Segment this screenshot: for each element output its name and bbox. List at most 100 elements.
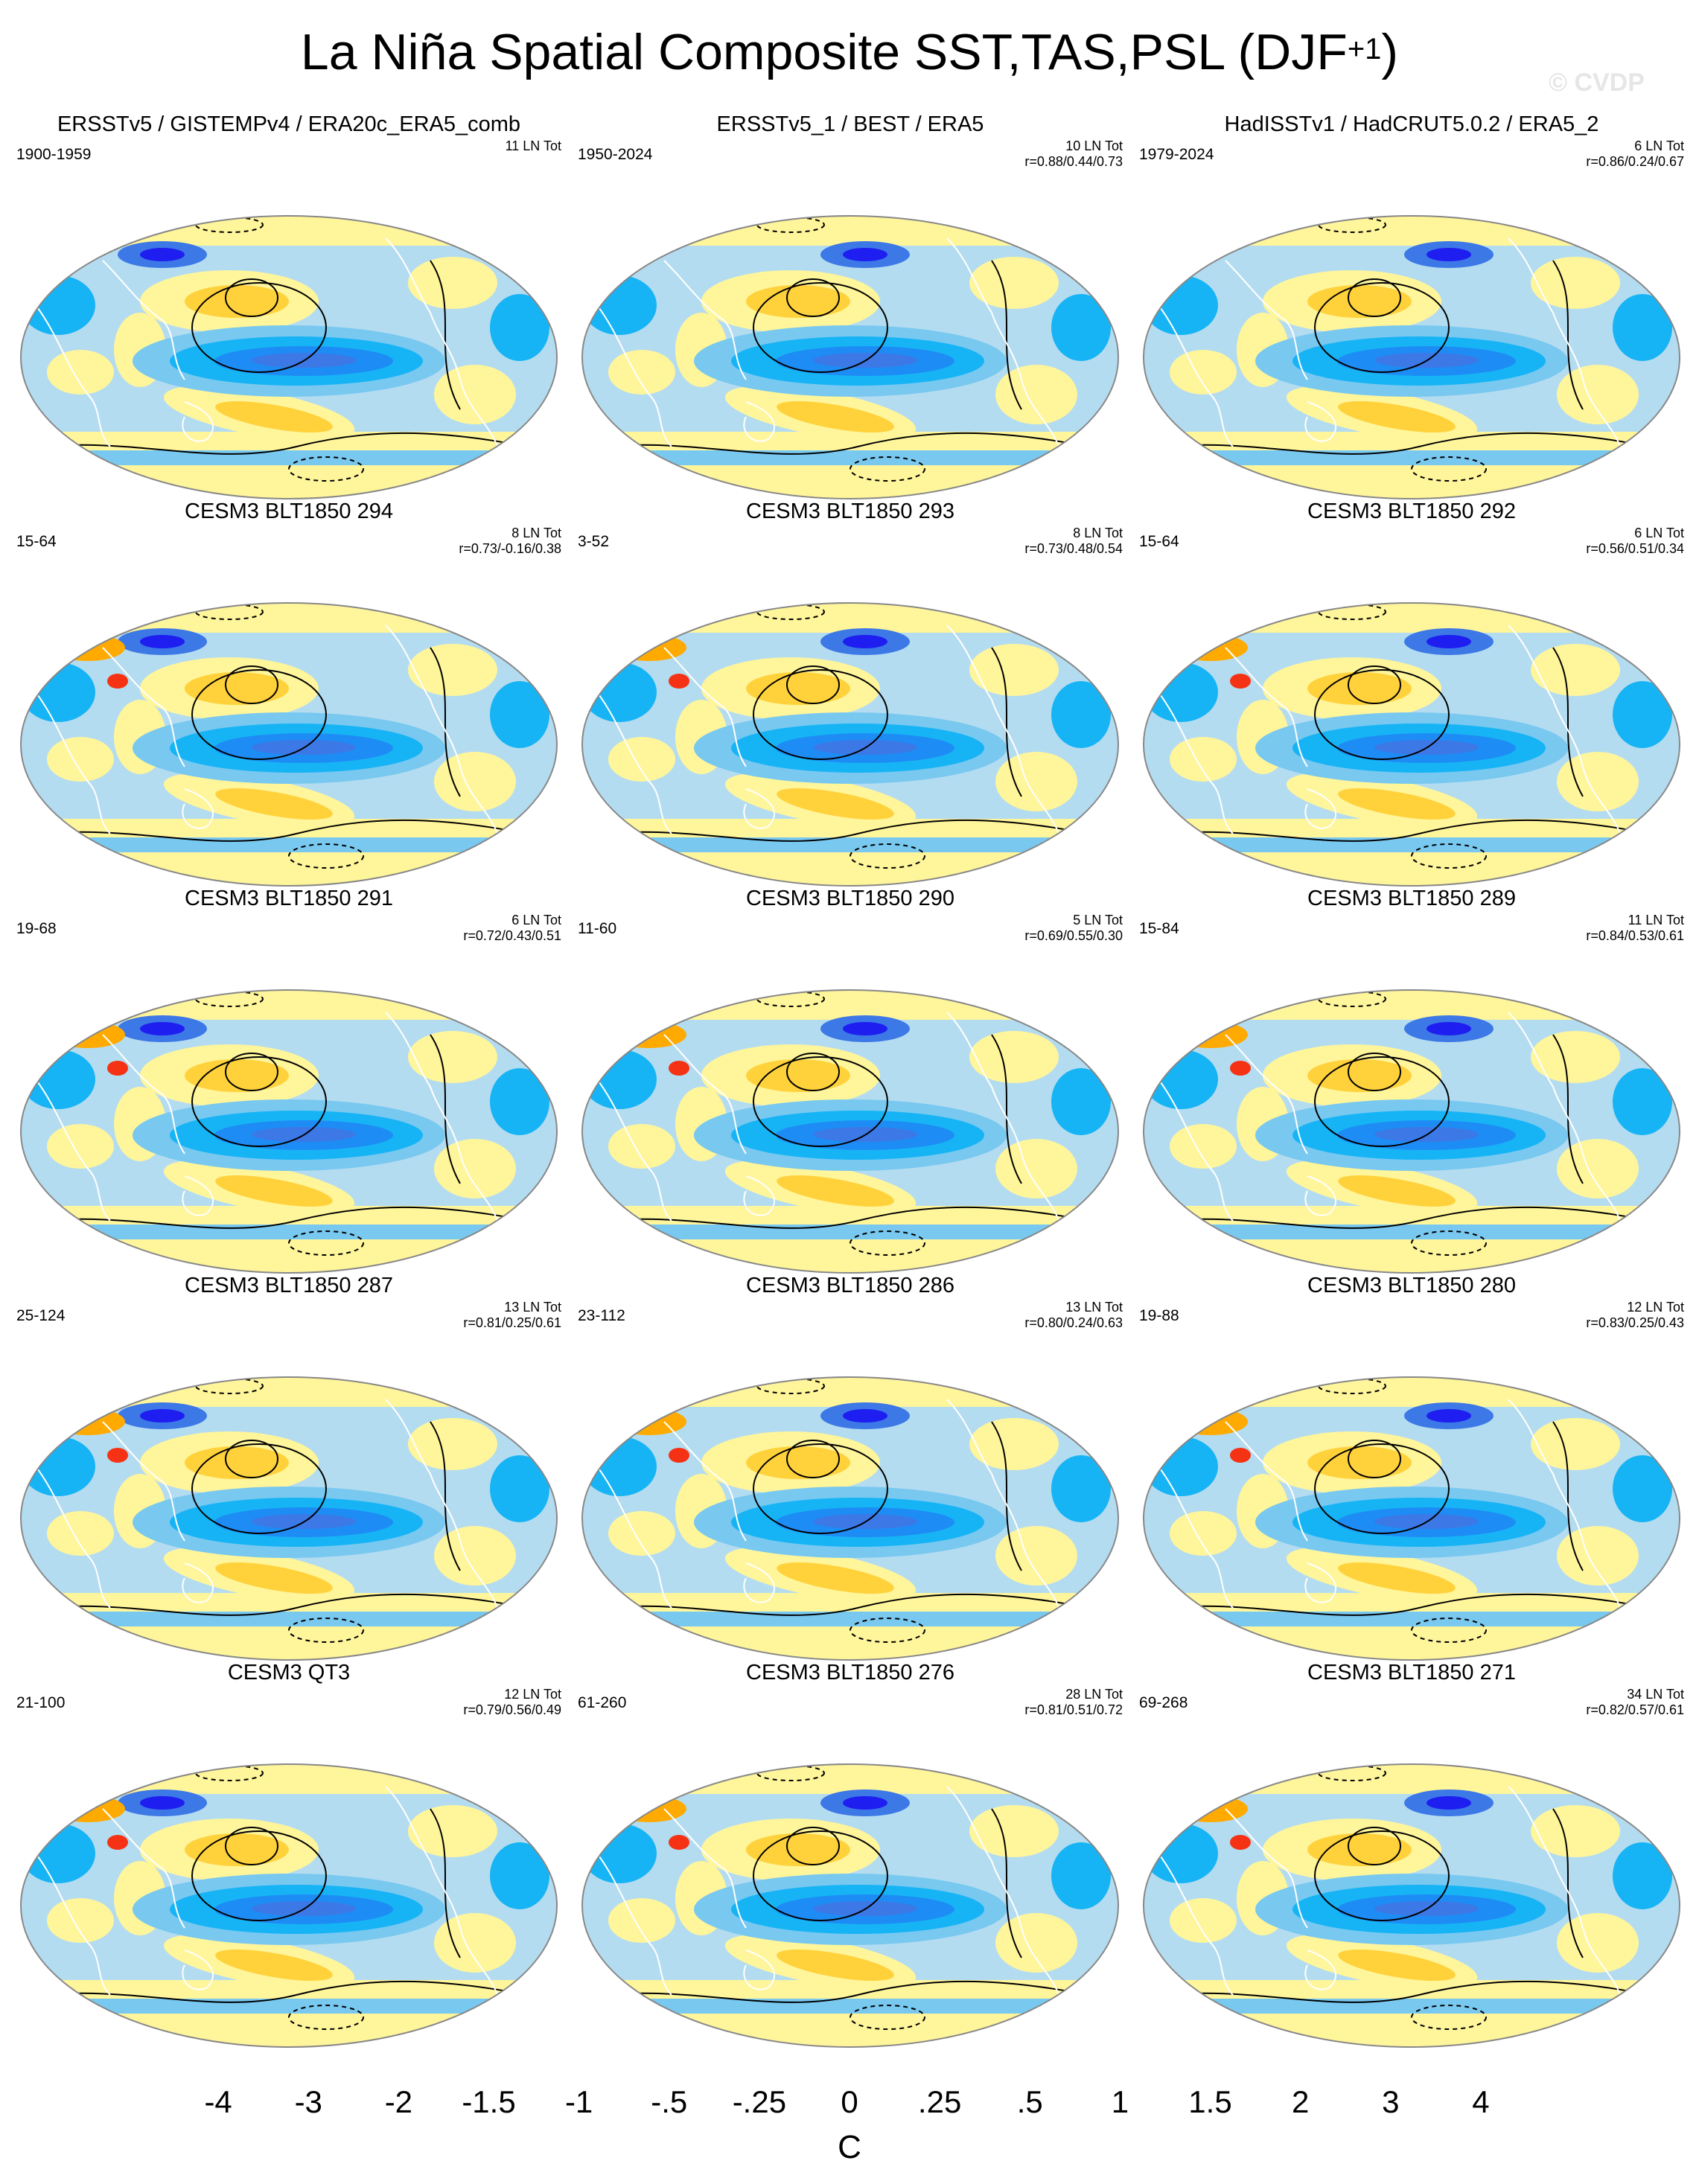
southern-cool-band [21,1612,557,1626]
globe-outline [1143,989,1680,1274]
atlantic-warm [1531,1031,1620,1083]
map-panel: CESM3 BLT1850 289 15-84 11 LN Tot r=0.84/0.… [1136,886,1687,1295]
atlantic-warm [969,1031,1059,1083]
south-atlantic-warm [434,365,516,424]
map-panel: CESM3 BLT1850 276 61-260 28 LN Tot r=0.81/0… [575,1660,1126,2069]
warm-hotspot [51,1795,125,1822]
panel-title: ERSSTv5_1 / BEST / ERA5 [716,112,984,136]
south-pacific-warm-core [777,1562,894,1594]
arctic-warm [21,216,557,246]
warm-hotspot-core [669,1061,689,1076]
coastline-australia [743,1950,776,1990]
south-pacific-warm-core [1338,788,1456,820]
indian-ocean-warm [1170,1511,1237,1556]
land-cold-east [1613,1068,1672,1135]
psl-contour-atlantic [991,1034,1022,1184]
psl-contour-atlantic [991,260,1022,410]
psl-contour-dashed [1411,1618,1487,1643]
colorbar-tick-label: -.25 [732,2084,787,2119]
map-panel: HadISSTv1 / HadCRUT5.0.2 / ERA5_2 1979-20… [1136,112,1687,521]
north-pacific-warm-core [746,672,850,705]
north-pacific-warm-core [746,1833,850,1866]
coastline-africa [35,1079,111,1222]
colorbar-tick-label: 0 [841,2084,858,2119]
southern-cool-band [21,450,557,465]
south-pacific-warm-core [1338,1175,1456,1207]
panel-stats: 6 LN Tot r=0.86/0.24/0.67 [1586,138,1684,170]
colorbar-tick-label: 1.5 [1188,2084,1232,2119]
panel-years: 69-268 [1139,1694,1188,1711]
globe-map [581,1763,1119,2048]
coastline-americas [946,237,1059,447]
psl-contour-dashed [850,1618,925,1643]
psl-contour-dashed [288,2005,364,2030]
arctic-warm [21,603,557,633]
globe-map [20,1763,558,2048]
land-cold-east [1051,681,1111,748]
north-pacific-warm-core [185,1059,289,1092]
map-panel: ERSSTv5 / GISTEMPv4 / ERA20c_ERA5_comb 19… [13,112,564,521]
map-field [582,603,1118,886]
map-field [1144,990,1680,1273]
psl-contour-inner [1348,665,1401,704]
psl-contour-south [1144,819,1680,842]
coastline-asia [1225,1421,1308,1542]
south-pacific-warm-core [777,400,894,433]
map-panel: CESM3 BLT1850 293 3-52 8 LN Tot r=0.73/0.48… [575,499,1126,908]
high-latitude-cold-core [1427,248,1471,261]
arctic-warm [21,990,557,1020]
coastline-asia [663,1808,747,1929]
globe-outline [20,602,558,887]
psl-contour-south [1144,1593,1680,1616]
title-close-paren: ) [1381,24,1399,80]
south-atlantic-warm [434,752,516,811]
psl-contour [191,1443,327,1534]
psl-contour-dashed-north [1318,1765,1386,1781]
psl-contour-dashed-north [1318,991,1386,1007]
high-latitude-cold-core [843,635,887,648]
globe-outline [20,1376,558,1661]
panel-stats: 28 LN Tot r=0.81/0.51/0.72 [1024,1687,1123,1718]
map-panel: CESM3 BLT1850 286 23-112 13 LN Tot r=0.80/0… [575,1273,1126,1682]
psl-contour-south [21,1593,557,1616]
arctic-warm [582,1377,1118,1407]
cvdp-watermark: © CVDP [1549,68,1645,97]
land-cold-east [490,1068,549,1135]
panel-title: CESM3 BLT1850 271 [1307,1661,1516,1685]
panel-title: CESM3 BLT1850 294 [185,499,393,523]
globe-map [20,989,558,1274]
map-panel: CESM3 BLT1850 271 69-268 34 LN Tot r=0.82/0… [1136,1660,1687,2069]
warm-hotspot-core [107,1835,128,1850]
title-text: La Niña Spatial Composite SST,TAS,PSL (D… [300,24,1348,80]
indian-ocean-warm [608,737,675,782]
arctic-warm [1144,216,1680,246]
coastline-asia [663,1421,747,1542]
colorbar-tick-label: 2 [1291,2084,1310,2119]
southern-cool-band [582,450,1118,465]
psl-contour-atlantic [1552,1808,1584,1958]
figure-title: La Niña Spatial Composite SST,TAS,PSL (D… [0,22,1699,82]
psl-contour-dashed-north [756,604,825,620]
atlantic-warm [408,1805,497,1857]
pattern-correlation: r=0.88/0.44/0.73 [1024,154,1123,169]
globe-outline [581,215,1119,499]
north-pacific-warm-core [185,1833,289,1866]
panel-years: 1950-2024 [578,146,653,163]
atlantic-warm [1531,257,1620,309]
south-pacific-warm-core [215,788,333,820]
panel-years: 19-88 [1139,1307,1179,1324]
psl-contour-dashed [1411,1230,1487,1256]
indian-ocean-warm [1170,737,1237,782]
psl-contour-inner [786,1053,840,1091]
psl-contour-dashed-north [195,1378,264,1394]
south-atlantic-warm [1557,752,1639,811]
map-panel: CESM3 BLT1850 290 11-60 5 LN Tot r=0.69/0.5… [575,886,1126,1295]
psl-contour-dashed-north [1318,217,1386,233]
psl-contour-inner [786,1440,840,1478]
panel-years: 3-52 [578,533,610,550]
south-atlantic-warm [995,1913,1077,1973]
globe-outline [1143,1763,1680,2048]
atlantic-warm [408,644,497,696]
pattern-correlation: r=0.81/0.25/0.61 [463,1315,561,1330]
colorbar-tick-label: -2 [384,2084,413,2119]
